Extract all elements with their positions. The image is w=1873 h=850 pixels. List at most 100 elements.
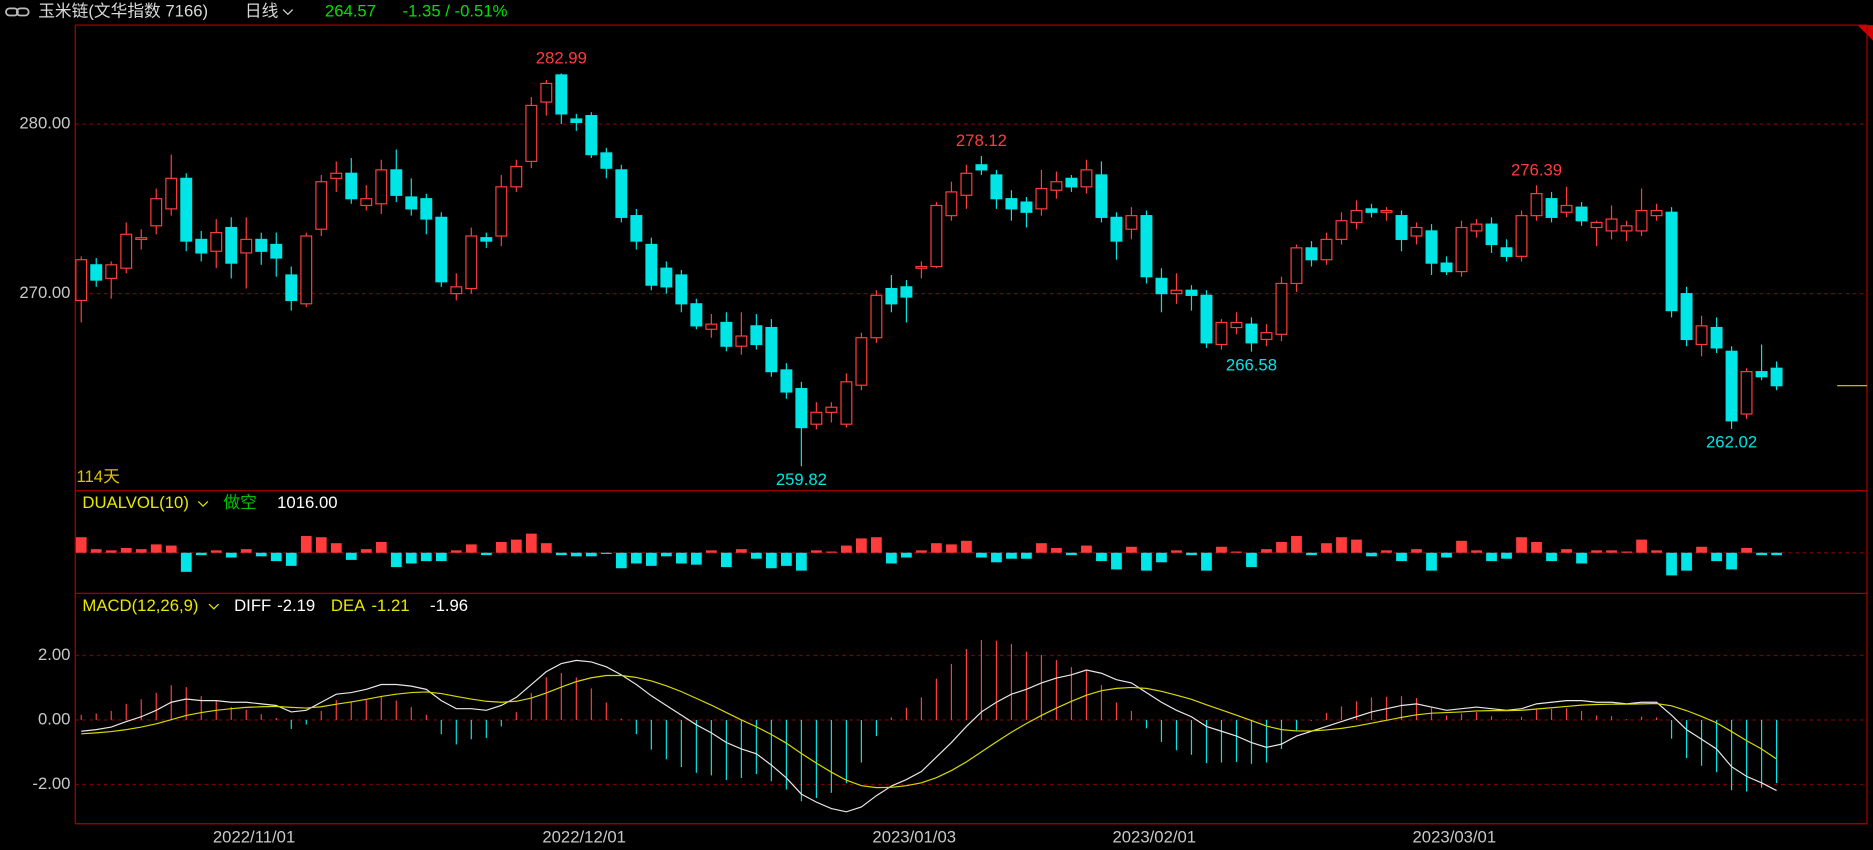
candle-body: [1260, 332, 1273, 341]
days-label: 114天: [76, 467, 120, 486]
candle-body: [1605, 218, 1618, 232]
volume-bar: [1066, 552, 1077, 556]
candle-body: [1005, 198, 1018, 210]
macd-chevron[interactable]: [208, 603, 220, 610]
candle-body: [285, 274, 298, 302]
candle-body: [270, 243, 283, 259]
candle-body: [1110, 216, 1123, 242]
candle-body: [495, 186, 508, 237]
x-tick-label: 2023/01/03: [872, 827, 956, 846]
candle-body: [135, 237, 148, 240]
volume-chevron[interactable]: [197, 500, 209, 508]
volume-bar: [285, 552, 297, 566]
candle-body: [195, 238, 208, 254]
candle-body: [1410, 226, 1423, 237]
volume-bar: [1246, 552, 1257, 568]
volume-bar: [1186, 552, 1197, 556]
volume-bar: [1291, 536, 1302, 553]
volume-bar: [495, 541, 507, 553]
candle-body: [1590, 221, 1603, 229]
candle-body: [1695, 325, 1708, 346]
volume-bar: [1771, 552, 1782, 556]
candle-body: [525, 104, 538, 162]
volume-bar: [720, 552, 732, 568]
volume-bar: [75, 537, 87, 553]
volume-bar: [1036, 543, 1047, 553]
volume-bar: [1276, 541, 1287, 553]
volume-bar: [210, 550, 222, 553]
candle-body: [75, 259, 88, 302]
link-icon: [5, 7, 30, 17]
volume-bar: [931, 543, 942, 553]
period-chevron[interactable]: [282, 9, 294, 16]
peak-label: 276.39: [1511, 160, 1562, 179]
candle-body: [1770, 367, 1783, 387]
period-selector[interactable]: 日线: [245, 1, 279, 20]
volume-bar: [690, 552, 702, 565]
trough-label: 262.02: [1706, 433, 1757, 452]
volume-bar: [330, 543, 342, 553]
peak-label: 278.12: [956, 131, 1007, 150]
volume-bar: [1396, 552, 1407, 562]
candle-body: [1575, 206, 1588, 222]
candle-body: [1440, 262, 1453, 273]
candle-body: [1470, 223, 1483, 232]
candle-body: [1755, 371, 1768, 378]
volume-bar: [811, 550, 822, 553]
macd-line: [81, 659, 1777, 813]
volume-bar: [540, 543, 552, 553]
volume-bar: [1081, 545, 1092, 553]
peak-label: 282.99: [536, 48, 587, 67]
candle-body: [240, 238, 253, 254]
macd-title: MACD(12,26,9): [82, 596, 198, 615]
candle-body: [1215, 321, 1228, 346]
volume-bar: [405, 552, 417, 564]
volume-bar: [150, 544, 162, 553]
candle-body: [465, 235, 478, 290]
candle-body: [1635, 209, 1648, 232]
candle-body: [1425, 230, 1438, 264]
candle-body: [375, 169, 388, 205]
volume-bar: [901, 552, 912, 558]
volume-title: DUALVOL(10): [82, 493, 188, 512]
candle-body: [750, 325, 763, 346]
candle-body: [1035, 187, 1048, 210]
candle-body: [1350, 209, 1363, 224]
volume-bar: [570, 552, 582, 557]
volume-bar: [1516, 537, 1527, 553]
candle-body: [780, 369, 793, 393]
volume-bar: [630, 552, 642, 564]
candle-body: [1500, 247, 1513, 257]
candle-body: [255, 238, 268, 252]
candle-body: [90, 264, 103, 281]
volume-bar: [435, 552, 447, 562]
volume-bar: [1351, 539, 1362, 553]
volume-bar: [856, 538, 867, 553]
dea-legend: DEA: [331, 596, 366, 615]
candle-body: [735, 335, 748, 347]
volume-bar: [645, 552, 657, 566]
volume-bar: [1441, 552, 1452, 558]
volume-readout: 1016.00: [277, 493, 337, 512]
volume-bar: [1606, 550, 1617, 553]
volume-bar: [1051, 547, 1062, 553]
candle-body: [1620, 225, 1633, 232]
candle-body: [765, 326, 778, 373]
volume-bar: [360, 549, 372, 553]
last-price: 264.57: [325, 1, 376, 20]
volume-bar: [1336, 537, 1347, 553]
volume-bar: [1756, 552, 1767, 556]
candle-body: [1740, 371, 1753, 415]
volume-bar: [1501, 552, 1512, 559]
volume-bar: [841, 545, 852, 553]
candle-body: [915, 265, 928, 269]
candle-body: [1275, 282, 1288, 335]
candle-body: [315, 181, 328, 230]
candle-body: [1050, 181, 1063, 191]
volume-bar: [450, 550, 462, 553]
candle-body: [930, 204, 943, 268]
candle-body: [1020, 201, 1033, 213]
volume-bar: [780, 552, 792, 566]
volume-bar: [796, 552, 807, 571]
diff-readout: -2.19: [277, 596, 315, 615]
